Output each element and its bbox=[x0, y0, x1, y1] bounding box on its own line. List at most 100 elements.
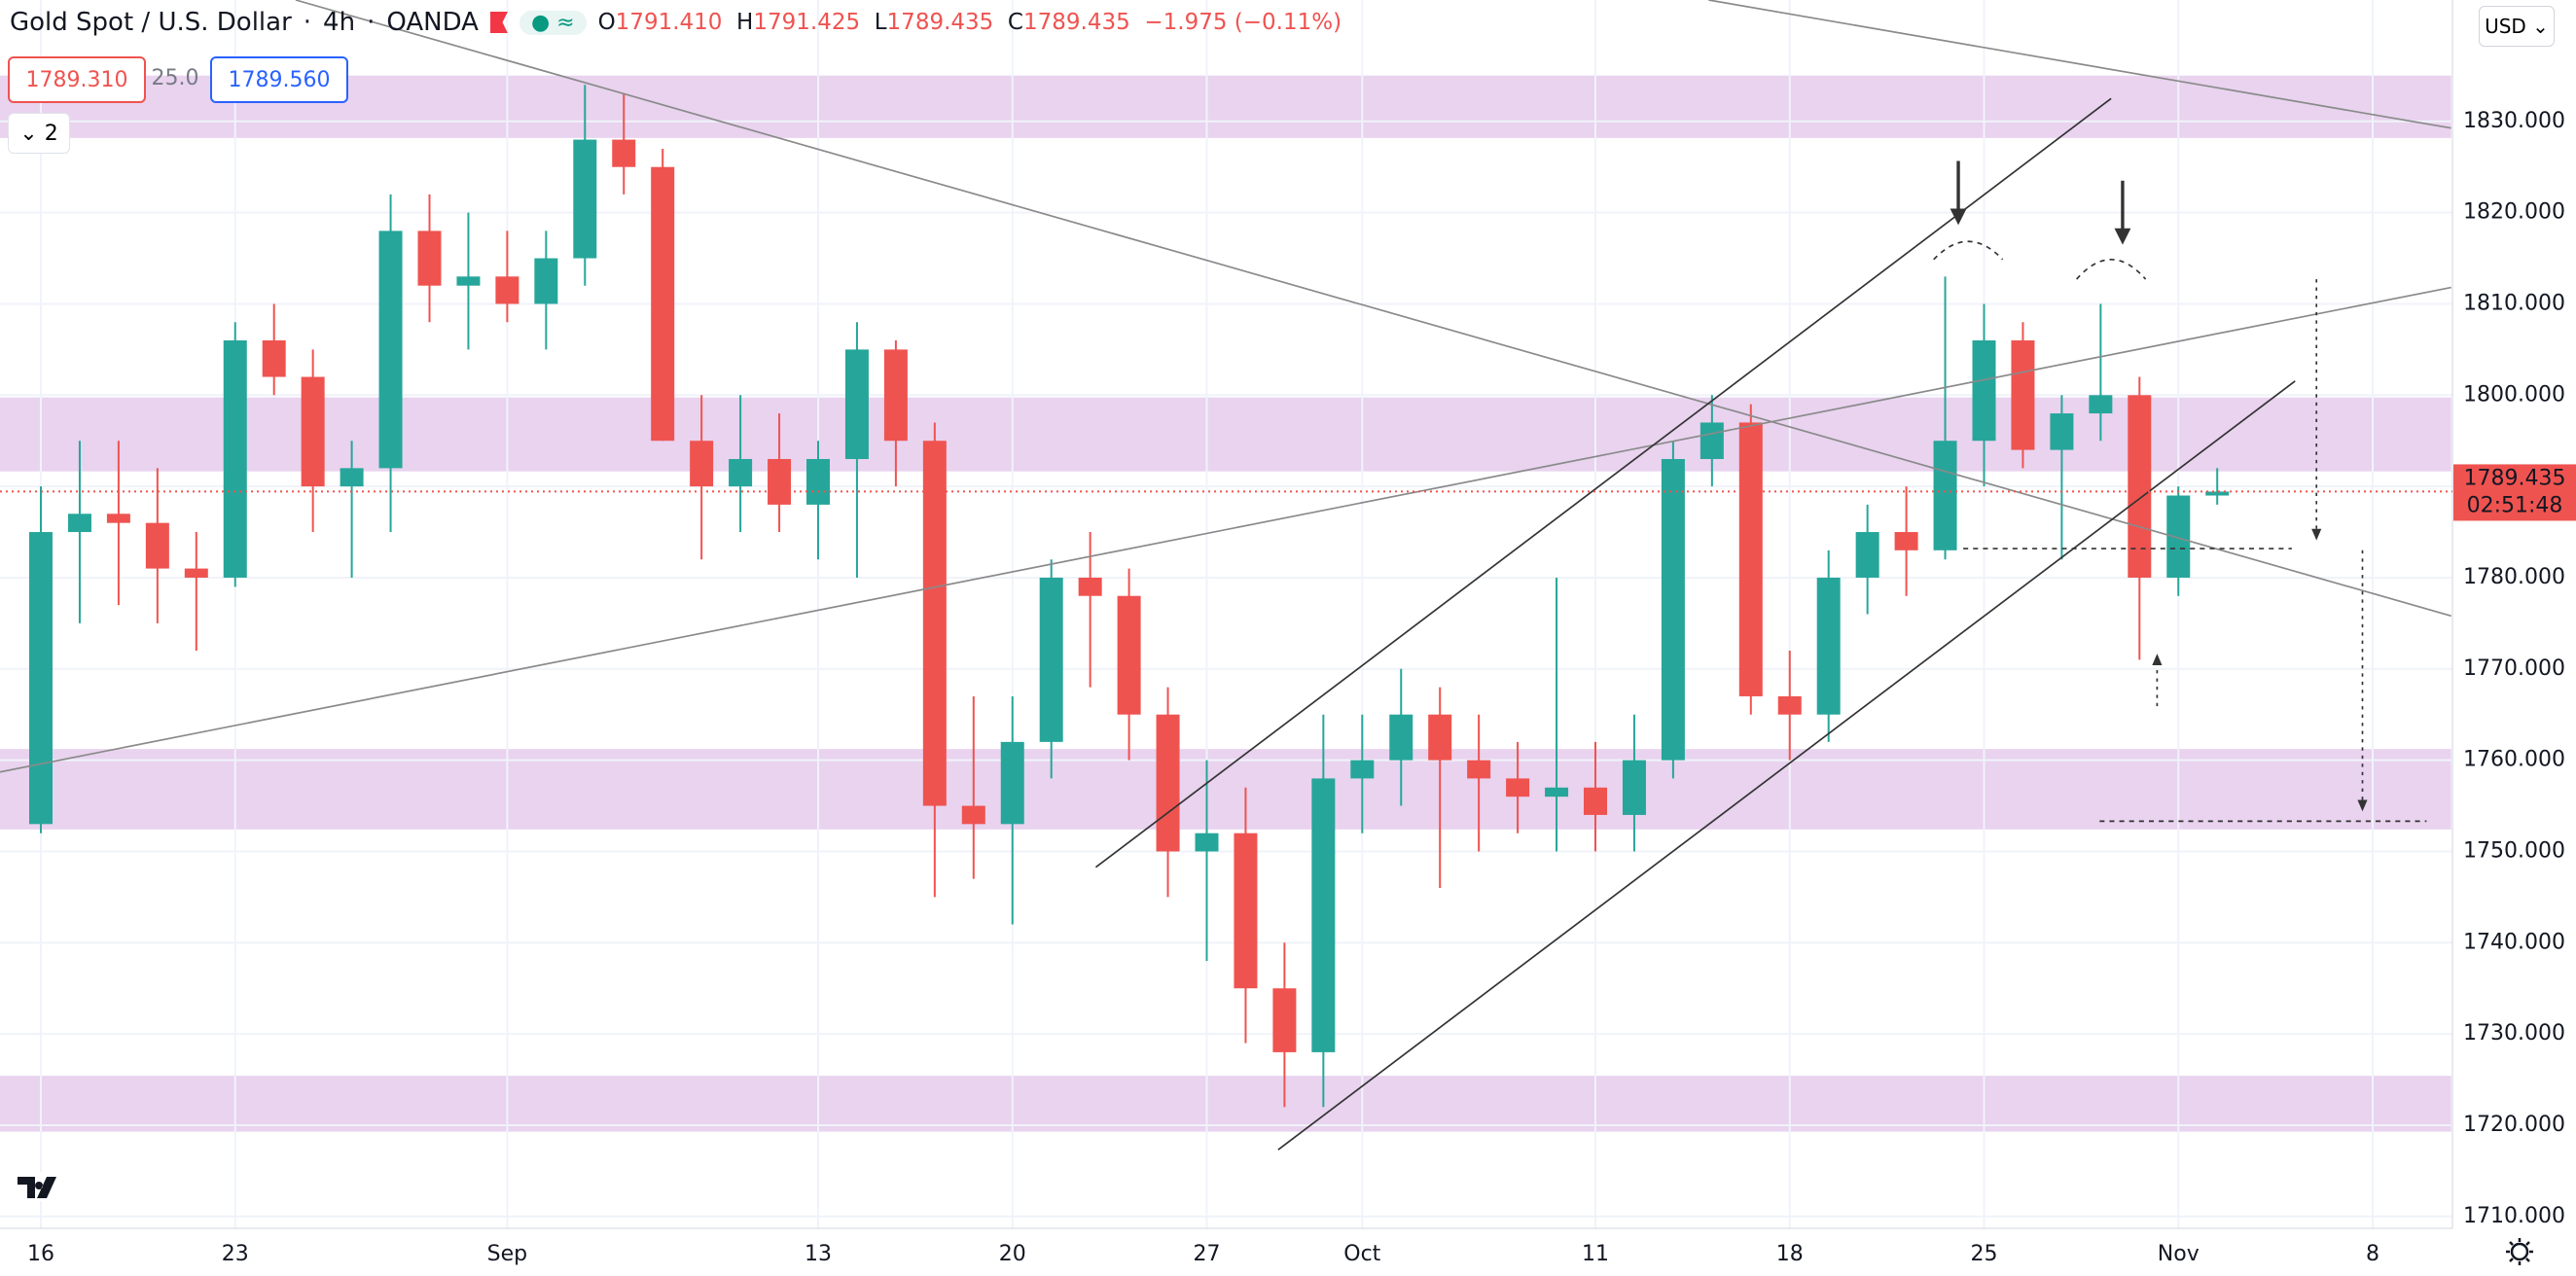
candle-body bbox=[1000, 741, 1024, 825]
channel-line bbox=[1277, 380, 2296, 1151]
separator: · bbox=[367, 8, 376, 37]
x-tick-label: 20 bbox=[999, 1242, 1026, 1266]
candle-body bbox=[1117, 595, 1141, 715]
candle-body bbox=[534, 258, 558, 304]
separator: · bbox=[303, 8, 312, 37]
spread: 25.0 bbox=[146, 56, 204, 99]
spread-value: 25.0 bbox=[151, 65, 199, 90]
arrow-head bbox=[2114, 228, 2131, 245]
candle-body bbox=[29, 532, 53, 825]
candle-body bbox=[1272, 988, 1297, 1052]
y-tick-label: 1830.000 bbox=[2463, 109, 2565, 133]
candle-body bbox=[1584, 787, 1607, 815]
zones bbox=[0, 75, 2451, 1132]
trend-line bbox=[1708, 0, 2451, 129]
zone bbox=[0, 75, 2451, 138]
candle-body bbox=[2205, 491, 2230, 496]
top-arc bbox=[2076, 258, 2147, 280]
zone bbox=[0, 749, 2451, 830]
candle-body bbox=[2011, 339, 2035, 450]
x-tick-label: 16 bbox=[27, 1242, 54, 1266]
candle-body bbox=[1467, 760, 1491, 779]
sell-price: 1789.310 bbox=[25, 67, 128, 92]
candle-body bbox=[262, 339, 286, 377]
arrow-head bbox=[2357, 799, 2368, 812]
ohlc-value: 1791.425 bbox=[753, 10, 861, 35]
change: −1.975 (−0.11%) bbox=[1144, 10, 1342, 35]
candle-body bbox=[961, 805, 985, 825]
candle-body bbox=[1972, 339, 1996, 442]
candle-body bbox=[612, 139, 636, 167]
candle-body bbox=[1039, 577, 1063, 742]
y-tick-label: 1720.000 bbox=[2463, 1113, 2565, 1137]
ohlc-value: 1789.435 bbox=[1022, 10, 1130, 35]
top-arc bbox=[1933, 240, 2004, 261]
candle-body bbox=[922, 441, 947, 806]
candle-body bbox=[2050, 413, 2074, 450]
interval[interactable]: 4h bbox=[323, 8, 356, 37]
indicators-toggle[interactable]: ⌄ 2 bbox=[8, 113, 70, 154]
candle-body bbox=[456, 276, 481, 286]
candle-body bbox=[1777, 695, 1802, 715]
ohlc-label: O bbox=[597, 10, 616, 35]
candle-body bbox=[184, 568, 208, 578]
candle-body bbox=[1855, 532, 1879, 578]
y-tick-label: 1820.000 bbox=[2463, 200, 2565, 225]
candle-body bbox=[378, 230, 403, 469]
candle-body bbox=[1389, 714, 1413, 761]
countdown: 02:51:48 bbox=[2467, 493, 2563, 517]
candle-body bbox=[1311, 778, 1336, 1052]
candle-body bbox=[67, 514, 91, 533]
candle-body bbox=[1933, 441, 1957, 550]
buy-button[interactable]: 1789.560 bbox=[210, 56, 348, 103]
currency: USD bbox=[2485, 15, 2526, 38]
sell-button[interactable]: 1789.310 bbox=[8, 56, 146, 103]
symbol[interactable]: Gold Spot / U.S. Dollar bbox=[10, 8, 292, 37]
x-tick-label: 25 bbox=[1971, 1242, 1998, 1266]
y-tick-label: 1770.000 bbox=[2463, 656, 2565, 681]
broker[interactable]: OANDA bbox=[386, 8, 479, 37]
zone bbox=[0, 397, 2451, 472]
settings-icon[interactable] bbox=[2506, 1238, 2533, 1265]
candle-body bbox=[223, 339, 247, 578]
candle-body bbox=[417, 230, 442, 286]
candle-body bbox=[1661, 458, 1685, 761]
arrow-head bbox=[1950, 208, 1967, 226]
legend: Gold Spot / U.S. Dollar · 4h · OANDA ● ≈… bbox=[10, 8, 1342, 37]
zone bbox=[0, 1076, 2451, 1132]
y-tick-label: 1710.000 bbox=[2463, 1204, 2565, 1228]
x-tick-label: 11 bbox=[1582, 1242, 1609, 1266]
y-tick-label: 1730.000 bbox=[2463, 1021, 2565, 1046]
x-tick-label: 23 bbox=[222, 1242, 249, 1266]
market-status[interactable]: ● ≈ bbox=[519, 10, 587, 35]
candle-body bbox=[1816, 577, 1841, 715]
buy-price: 1789.560 bbox=[228, 67, 331, 92]
candle-body bbox=[651, 166, 675, 442]
candle-body bbox=[883, 349, 908, 442]
y-tick-label: 1800.000 bbox=[2463, 382, 2565, 407]
candle-body bbox=[106, 514, 130, 523]
candle-body bbox=[1428, 714, 1452, 761]
candles bbox=[29, 85, 2230, 1108]
candle-body bbox=[690, 441, 714, 487]
trend-line bbox=[295, 0, 2451, 618]
candle-body bbox=[1195, 833, 1219, 852]
x-tick-label: Oct bbox=[1343, 1242, 1380, 1266]
candle-body bbox=[1506, 778, 1530, 798]
y-tick-label: 1810.000 bbox=[2463, 291, 2565, 315]
ohlc-values: O1791.410 H1791.425 L1789.435 C1789.435 … bbox=[598, 10, 1342, 35]
x-tick-label: Nov bbox=[2158, 1242, 2200, 1266]
trend-line bbox=[0, 286, 2451, 773]
indicator-count: 2 bbox=[44, 121, 58, 146]
candle-body bbox=[1350, 760, 1375, 779]
currency-button[interactable]: USD ⌄ bbox=[2479, 6, 2555, 47]
ohlc-label: H bbox=[736, 10, 754, 35]
tv-logo[interactable] bbox=[14, 1172, 70, 1201]
candle-body bbox=[301, 376, 325, 487]
candle-body bbox=[1622, 760, 1646, 815]
candle-body bbox=[1699, 422, 1724, 459]
candle-body bbox=[2089, 395, 2113, 414]
last-price-tag bbox=[2453, 464, 2576, 521]
flag-icon[interactable] bbox=[489, 12, 508, 33]
